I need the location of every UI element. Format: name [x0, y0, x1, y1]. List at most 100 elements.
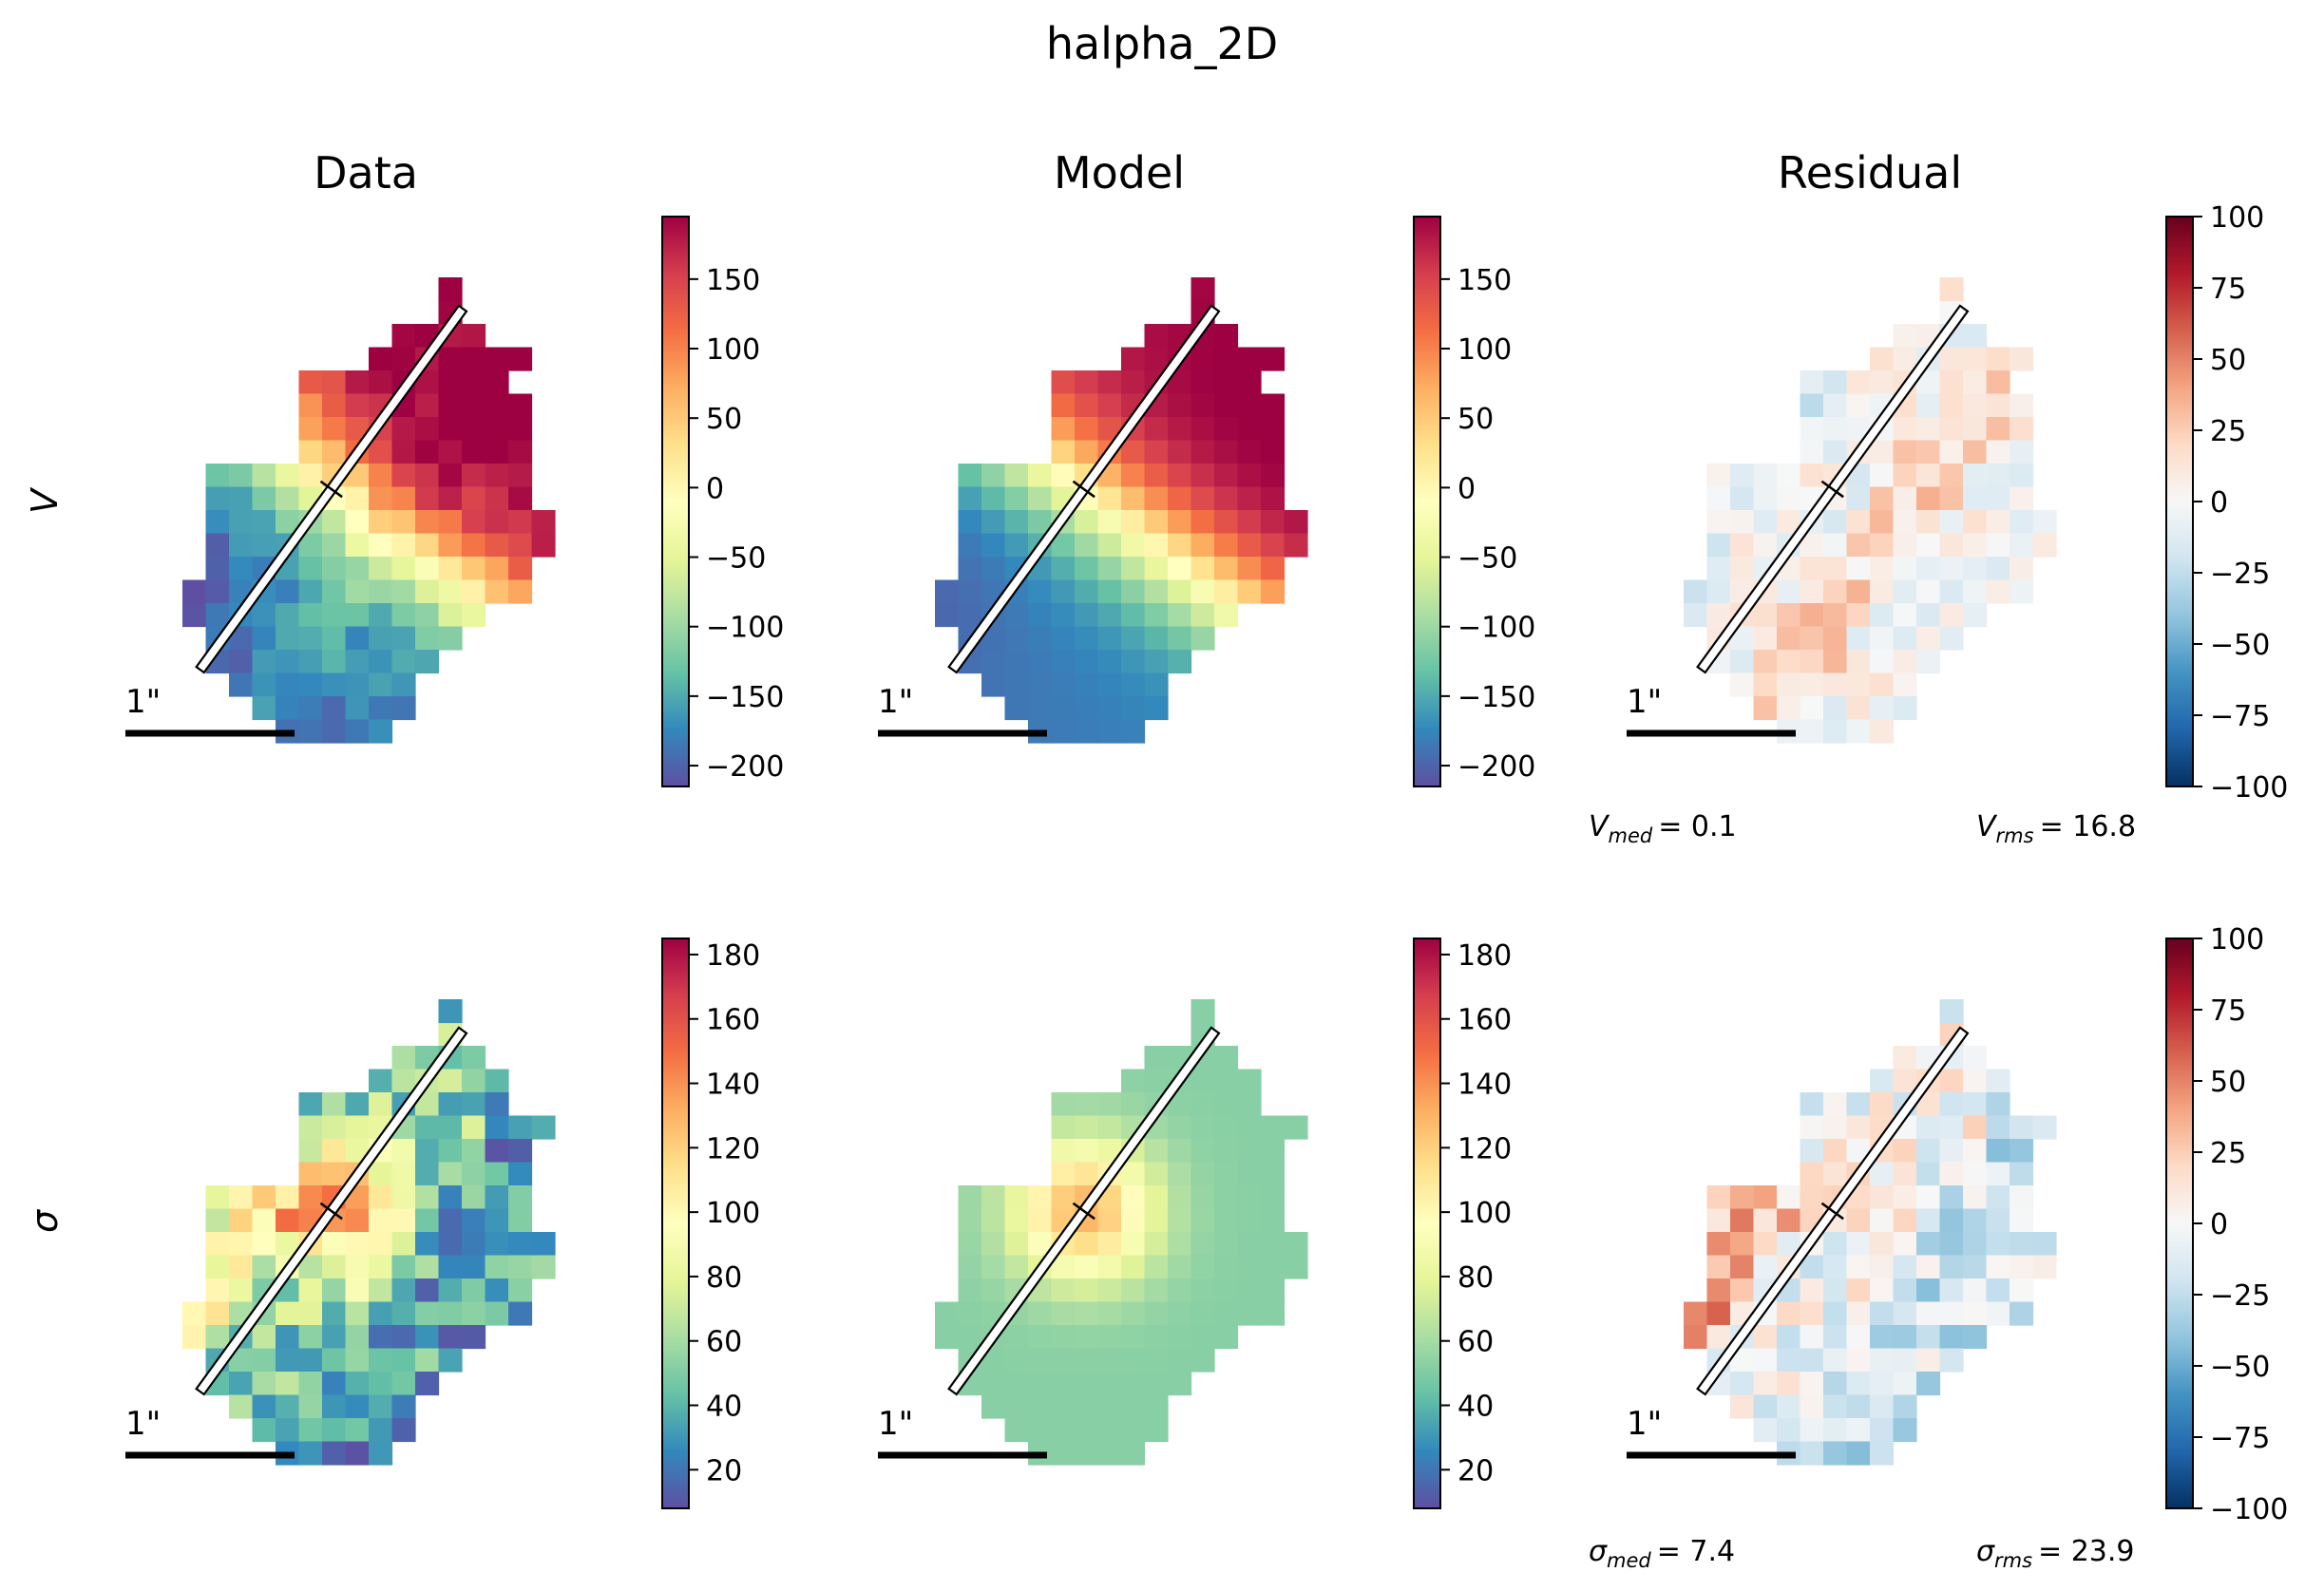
map-pixel: [1191, 510, 1215, 535]
map-pixel: [415, 626, 440, 651]
map-pixel: [1893, 510, 1917, 535]
map-pixel: [322, 1394, 347, 1419]
map-pixel: [981, 1208, 1006, 1233]
colorbar-tick-label: 50: [2210, 344, 2246, 377]
map-pixel: [1144, 347, 1169, 371]
map-pixel: [322, 603, 347, 628]
map-pixel: [2032, 533, 2057, 558]
map-pixel: [1121, 370, 1146, 395]
scale-bar-label: 1": [878, 1405, 913, 1443]
map-pixel: [322, 533, 347, 558]
map-pixel: [1144, 1232, 1169, 1257]
map-pixel: [1870, 557, 1895, 581]
map-pixel: [298, 464, 323, 488]
map-pixel: [1986, 393, 2010, 418]
map-pixel: [1168, 393, 1192, 418]
colorbar-tick-label: −75: [2210, 1422, 2270, 1455]
map-pixel: [1939, 1092, 1964, 1117]
colorbar-tick-label: −50: [2210, 629, 2270, 662]
map-pixel: [1846, 533, 1871, 558]
map-pixel: [1823, 393, 1848, 418]
colorbar: [661, 216, 690, 787]
map-pixel: [1097, 393, 1122, 418]
map-pixel: [391, 1348, 416, 1373]
map-pixel: [485, 347, 509, 371]
map-pixel: [485, 579, 509, 604]
map-pixel: [1097, 603, 1122, 628]
map-pixel: [229, 1232, 254, 1257]
map-pixel: [508, 486, 533, 511]
map-pixel: [1075, 417, 1099, 442]
map-pixel: [1168, 1278, 1192, 1303]
map-pixel: [391, 626, 416, 651]
map-pixel: [1121, 1372, 1146, 1396]
map-pixel: [1939, 603, 1964, 628]
map-pixel: [322, 719, 347, 744]
colorbar-tick-label: 140: [706, 1069, 760, 1102]
map-pixel: [1753, 1232, 1778, 1257]
map-pixel: [1121, 1394, 1146, 1419]
map-pixel: [1939, 1301, 1964, 1326]
map-pixel: [981, 1372, 1006, 1396]
map-pixel: [1121, 510, 1146, 535]
map-pixel: [1121, 672, 1146, 697]
map-pixel: [1144, 533, 1169, 558]
map-pixel: [485, 1208, 509, 1233]
colorbar-tick-label: 75: [2210, 994, 2246, 1028]
panel-sigma-model: 1" 180 160 140 120 100 80 60 40 20: [878, 938, 1512, 1509]
colorbar: [661, 938, 690, 1509]
map-pixel: [1051, 464, 1076, 488]
map-pixel: [1893, 1208, 1917, 1233]
map-pixel: [438, 1069, 463, 1093]
map-pixel: [1144, 626, 1169, 651]
map-pixel: [1214, 1092, 1239, 1117]
map-pixel: [1261, 393, 1286, 418]
map-pixel: [1121, 1255, 1146, 1279]
map-pixel: [958, 510, 982, 535]
map-pixel: [1823, 510, 1848, 535]
map-pixel: [1800, 393, 1824, 418]
map-pixel: [252, 626, 276, 651]
map-pixel: [1870, 1372, 1895, 1396]
map-pixel: [485, 510, 509, 535]
map-pixel: [345, 1115, 370, 1140]
map-pixel: [2010, 1162, 2034, 1186]
map-pixel: [1144, 1278, 1169, 1303]
map-pixel: [1800, 370, 1824, 395]
colorbar-tick-label: 0: [706, 472, 724, 505]
map-pixel: [322, 1348, 347, 1373]
map-pixel: [1214, 370, 1239, 395]
map-pixel: [391, 1069, 416, 1093]
map-pixel: [508, 579, 533, 604]
residual-median: σmed = 7.4: [1589, 1535, 1735, 1572]
colorbar-tick-label: −100: [2210, 1493, 2288, 1526]
map-pixel: [462, 579, 486, 604]
map-pixel: [1963, 1278, 1988, 1303]
map-pixel: [1121, 440, 1146, 464]
map-pixel: [1097, 533, 1122, 558]
colorbar-tick-label: 25: [2210, 415, 2246, 448]
map-pixel: [1916, 417, 1941, 442]
map-pixel: [1121, 1208, 1146, 1233]
map-pixel: [1191, 1208, 1215, 1233]
map-pixel: [369, 347, 393, 371]
map-pixel: [1191, 440, 1215, 464]
map-pixel: [1963, 579, 1988, 604]
map-pixel: [1800, 603, 1824, 628]
map-pixel: [1144, 1185, 1169, 1210]
map-pixel: [298, 1092, 323, 1117]
map-pixel: [345, 393, 370, 418]
map-pixel: [1939, 1162, 1964, 1186]
map-pixel: [298, 603, 323, 628]
map-pixel: [1168, 533, 1192, 558]
map-pixel: [1870, 1069, 1895, 1093]
map-pixel: [462, 1115, 486, 1140]
map-pixel: [1870, 533, 1895, 558]
map-pixel: [1004, 1208, 1029, 1233]
map-pixel: [1823, 719, 1848, 744]
map-pixel: [1004, 626, 1029, 651]
map-pixel: [1870, 486, 1895, 511]
map-pixel: [345, 719, 370, 744]
map-pixel: [298, 1162, 323, 1186]
map-pixel: [1144, 1162, 1169, 1186]
